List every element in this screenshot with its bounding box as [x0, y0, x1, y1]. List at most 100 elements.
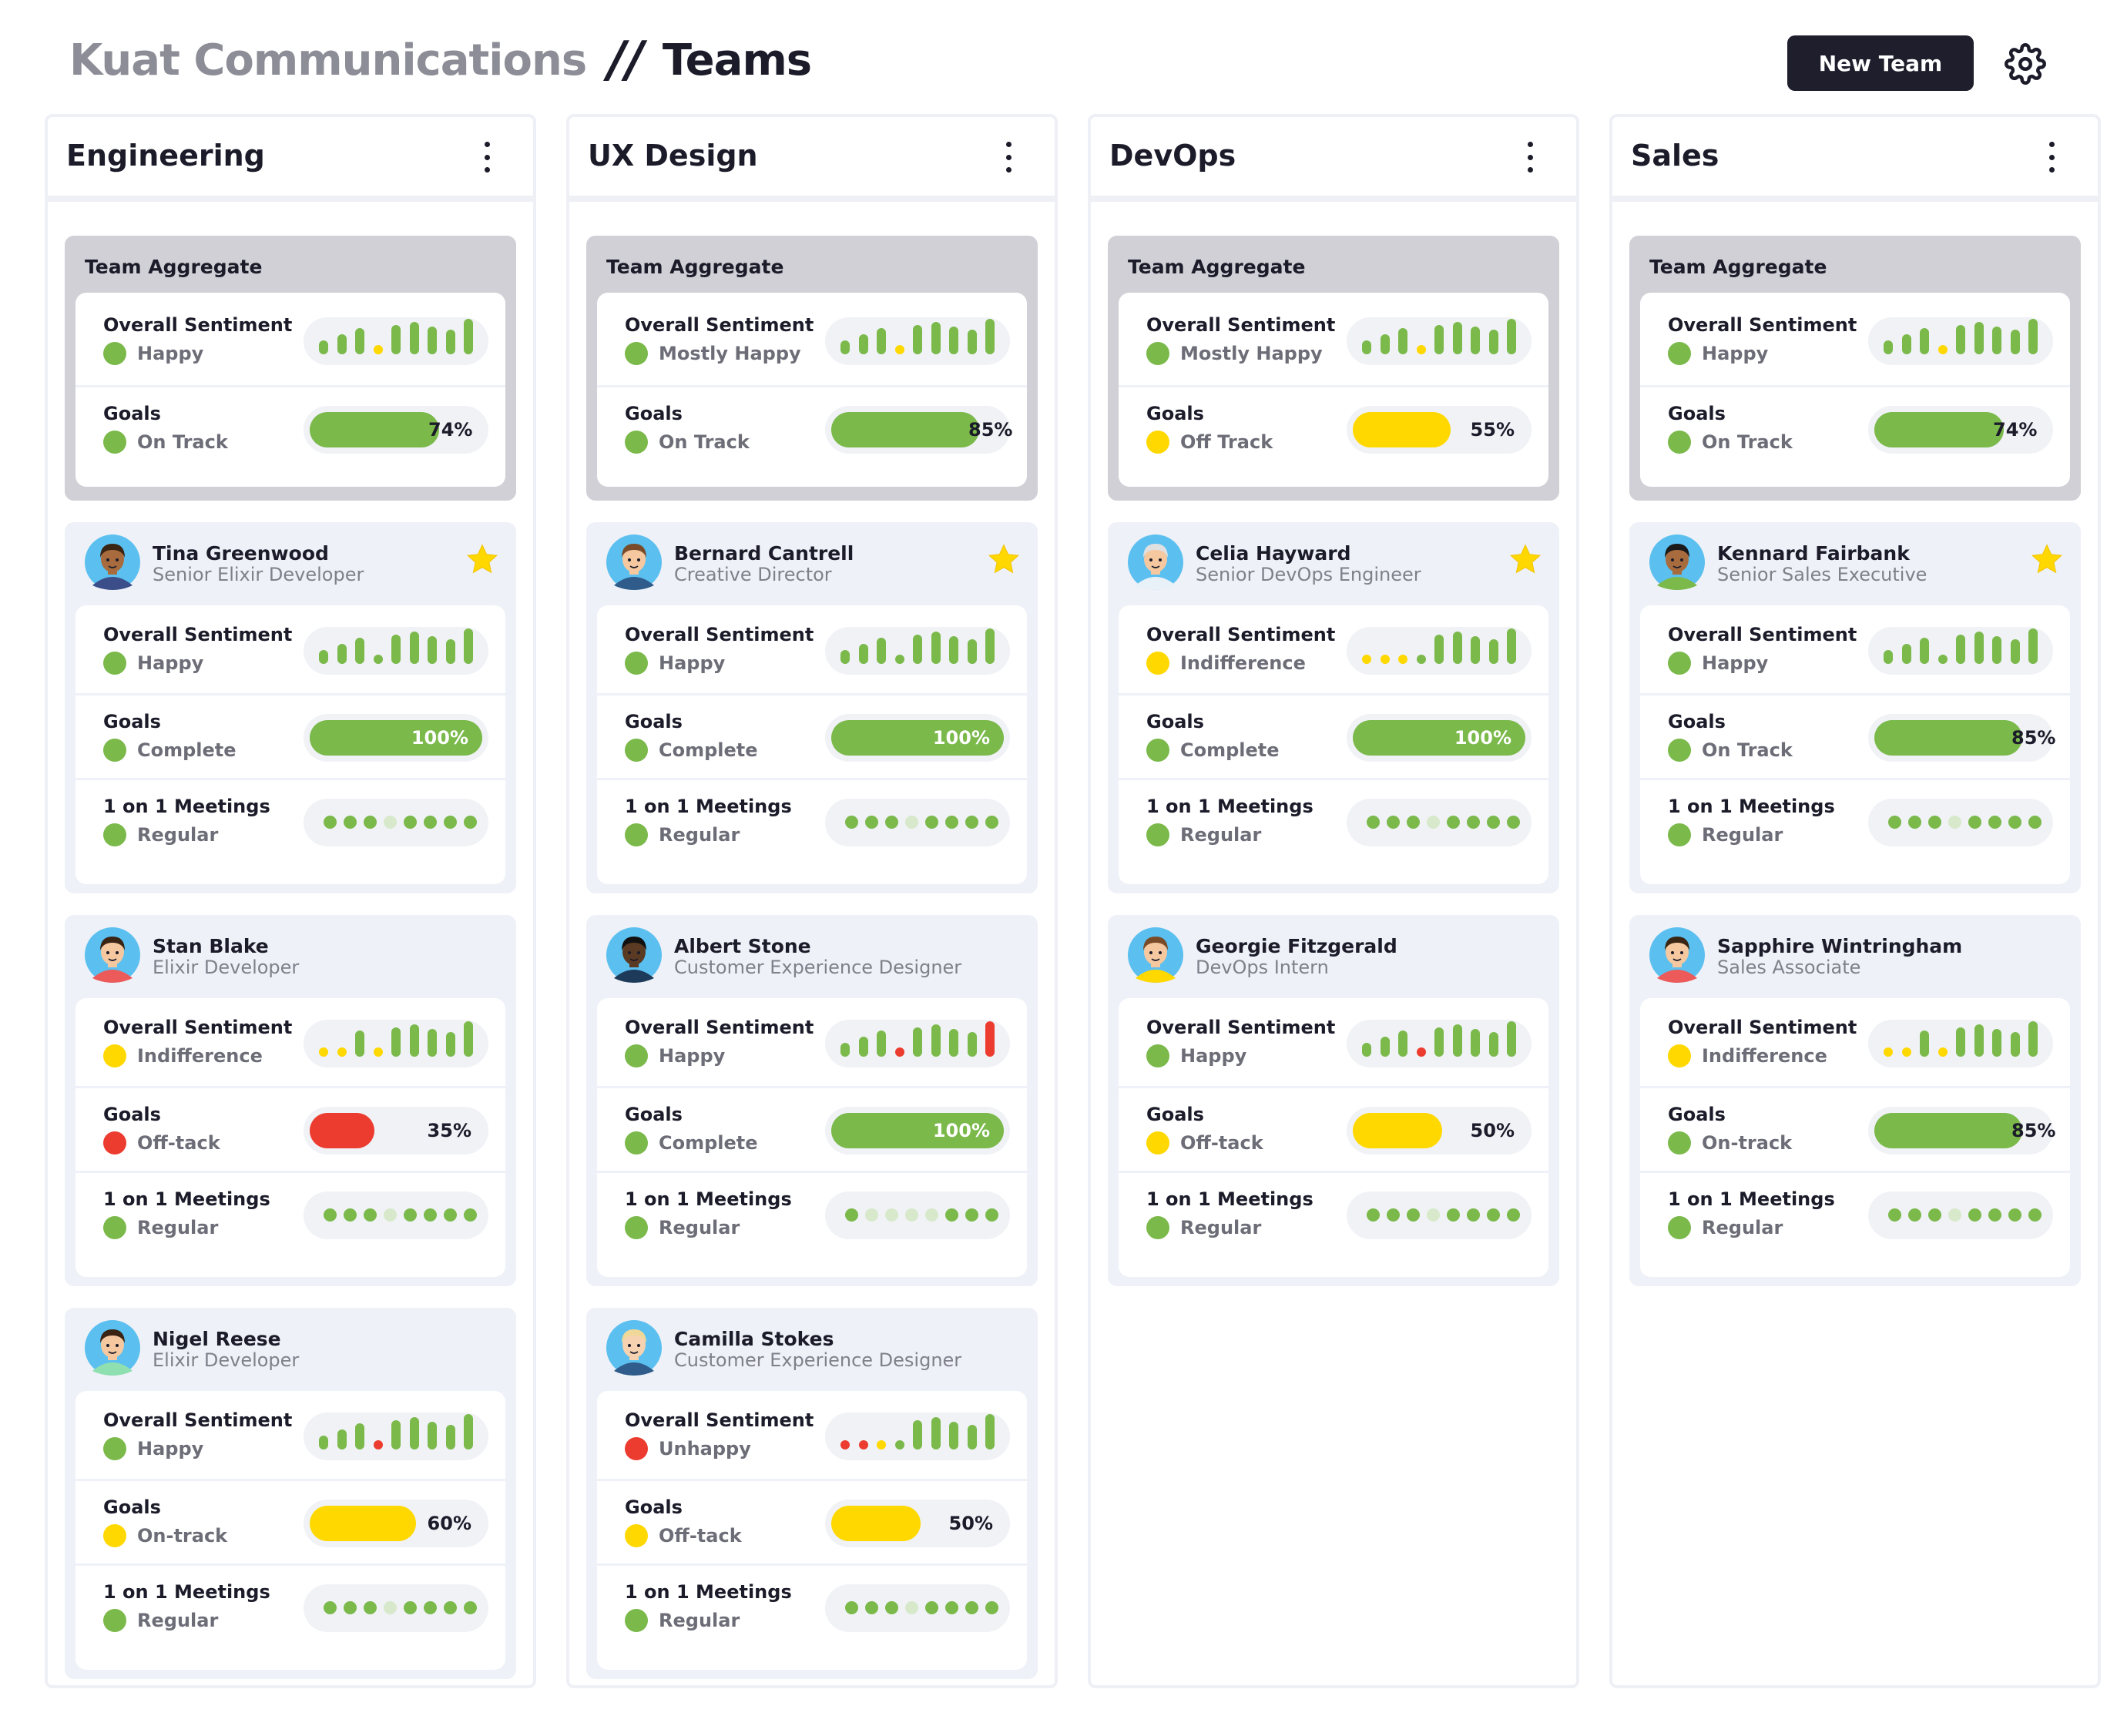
goals-label: Goals — [103, 711, 161, 732]
more-options-icon[interactable] — [2044, 142, 2059, 173]
meeting-dot — [865, 1601, 878, 1614]
member-card[interactable]: Kennard Fairbank Senior Sales Executive Ov… — [1629, 522, 2081, 893]
goals-label: Goals — [103, 403, 161, 424]
sentiment-status: Happy — [1668, 342, 1768, 365]
goals-widget: 50% — [1347, 1107, 1532, 1155]
star-icon[interactable] — [2030, 542, 2064, 576]
member-card[interactable]: Bernard Cantrell Creative Director Overall… — [586, 522, 1038, 893]
member-card[interactable]: Stan Blake Elixir Developer Overall Sentim… — [65, 915, 516, 1286]
goals-progress-bar — [1353, 720, 1525, 756]
meeting-dot — [1908, 816, 1921, 829]
meeting-dot — [324, 1208, 337, 1222]
status-dot-icon — [103, 1131, 126, 1155]
aggregate-metrics: Overall Sentiment Happy Goals On Track 74% — [75, 293, 505, 487]
meeting-dot — [1507, 816, 1520, 829]
sentiment-bar — [1992, 636, 2001, 664]
sentiment-bar — [391, 325, 401, 354]
goals-metric: Goals Off Track 55% — [1119, 385, 1548, 470]
meetings-label: 1 on 1 Meetings — [1668, 796, 1835, 817]
meeting-dot — [2028, 1208, 2042, 1222]
more-options-icon[interactable] — [1522, 142, 1538, 173]
meeting-dot — [925, 816, 938, 829]
meeting-dot — [344, 1601, 357, 1614]
member-card[interactable]: Nigel Reese Elixir Developer Overall Senti… — [65, 1308, 516, 1679]
sentiment-bar — [445, 639, 455, 664]
company-name: Kuat Communications — [69, 35, 587, 85]
avatar — [1128, 535, 1183, 590]
member-metrics: Overall Sentiment Happy Goals Complete 100% 1… — [597, 605, 1027, 884]
meeting-dot — [845, 1208, 858, 1222]
sentiment-bar — [391, 1420, 401, 1449]
meetings-status-text: Regular — [1702, 824, 1783, 846]
sentiment-widget — [1347, 317, 1532, 365]
gear-icon[interactable] — [2005, 43, 2046, 85]
status-dot-icon — [103, 1216, 126, 1239]
goals-metric: Goals On Track 85% — [1640, 693, 2070, 778]
member-metrics: Overall Sentiment Indifference Goals On-tra… — [1640, 998, 2070, 1277]
goals-metric: Goals Complete 100% — [75, 693, 505, 778]
goals-label: Goals — [1146, 711, 1204, 732]
sentiment-label: Overall Sentiment — [1668, 1017, 1857, 1038]
meetings-metric: 1 on 1 Meetings Regular — [75, 1171, 505, 1255]
sentiment-bar — [1398, 328, 1407, 354]
meeting-dot — [905, 1601, 918, 1614]
sentiment-bar — [373, 655, 383, 664]
star-icon[interactable] — [465, 542, 499, 576]
breadcrumb-separator: // — [608, 32, 644, 89]
member-card[interactable]: Celia Hayward Senior DevOps Engineer Overa… — [1108, 522, 1559, 893]
member-metrics: Overall Sentiment Unhappy Goals Off-tack 50%… — [597, 1391, 1027, 1670]
sentiment-status-text: Happy — [1702, 343, 1769, 364]
star-icon[interactable] — [1508, 542, 1542, 576]
meetings-metric: 1 on 1 Meetings Regular — [1640, 1171, 2070, 1255]
meetings-status-text: Regular — [659, 1217, 740, 1238]
meeting-dot — [404, 1601, 417, 1614]
sentiment-widget — [1868, 1020, 2053, 1067]
meetings-status-text: Regular — [1702, 1217, 1783, 1238]
meeting-dot — [1487, 1208, 1500, 1222]
meetings-widget — [1347, 1191, 1532, 1239]
sentiment-bar — [337, 644, 347, 664]
member-role: DevOps Intern — [1196, 957, 1329, 978]
member-role: Sales Associate — [1717, 957, 1861, 978]
status-dot-icon — [625, 1437, 648, 1460]
meetings-metric: 1 on 1 Meetings Regular — [1119, 1171, 1548, 1255]
sentiment-bar — [894, 655, 904, 664]
meetings-widget — [1868, 799, 2053, 846]
goals-status: On-track — [103, 1524, 227, 1547]
goals-status-text: On Track — [659, 431, 750, 453]
member-card[interactable]: Camilla Stokes Customer Experience Design… — [586, 1308, 1038, 1679]
sentiment-bar — [931, 1417, 941, 1449]
member-card[interactable]: Tina Greenwood Senior Elixir Developer Ove… — [65, 522, 516, 893]
member-card[interactable]: Georgie Fitzgerald DevOps Intern Overall S… — [1108, 915, 1559, 1286]
meetings-status: Regular — [625, 1216, 740, 1239]
meeting-dot — [1447, 1208, 1460, 1222]
meetings-dots — [1888, 1191, 2042, 1239]
kebab-dot — [1527, 154, 1533, 160]
sentiment-bar — [931, 632, 941, 664]
status-dot-icon — [1146, 1216, 1169, 1239]
more-options-icon[interactable] — [479, 142, 495, 173]
member-card[interactable]: Sapphire Wintringham Sales Associate Overa… — [1629, 915, 2081, 1286]
sentiment-status: Happy — [1668, 652, 1768, 675]
kebab-dot — [484, 167, 490, 173]
more-options-icon[interactable] — [1001, 142, 1016, 173]
sentiment-bar — [1471, 636, 1480, 664]
meeting-dot — [985, 1601, 998, 1614]
sentiment-widget — [304, 317, 488, 365]
meeting-dot — [865, 1208, 878, 1222]
new-team-button[interactable]: New Team — [1787, 35, 1974, 91]
sentiment-bar — [1920, 1031, 1929, 1057]
goals-status: Complete — [103, 739, 237, 762]
sentiment-bar — [913, 1420, 922, 1449]
goals-widget: 50% — [825, 1500, 1010, 1547]
goals-progress-bar — [831, 1113, 1004, 1148]
member-card[interactable]: Albert Stone Customer Experience Designer… — [586, 915, 1038, 1286]
star-icon[interactable] — [987, 542, 1021, 576]
member-role: Senior Sales Executive — [1717, 564, 1927, 585]
member-name: Kennard Fairbank — [1717, 542, 1910, 565]
aggregate-metrics: Overall Sentiment Mostly Happy Goals On Tra… — [597, 293, 1027, 487]
sentiment-bar — [464, 319, 473, 354]
sentiment-label: Overall Sentiment — [1146, 1017, 1336, 1038]
team-aggregate-card: Team Aggregate Overall Sentiment Happy Goal… — [1629, 236, 2081, 501]
goals-label: Goals — [1146, 403, 1204, 424]
